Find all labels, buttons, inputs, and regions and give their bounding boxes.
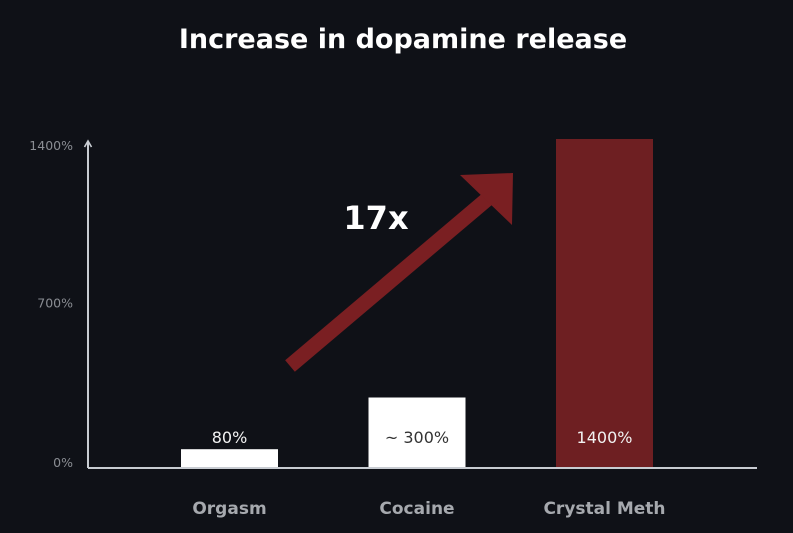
data-label: 80% [212, 428, 248, 447]
category-label: Cocaine [379, 499, 454, 519]
category-label: Crystal Meth [543, 499, 665, 519]
bar-orgasm [181, 449, 278, 468]
trend-arrow-icon [285, 173, 513, 372]
y-tick-label: 0% [53, 455, 73, 470]
bar-crystal-meth [556, 139, 653, 468]
bar-cocaine [368, 397, 466, 468]
category-label: Orgasm [192, 499, 266, 519]
y-tick-label: 1400% [29, 138, 73, 153]
data-label: ~ 300% [385, 428, 449, 447]
data-label: 1400% [577, 428, 633, 447]
chart-title: Increase in dopamine release [179, 24, 627, 55]
annotation-17x: 17x [343, 199, 409, 237]
y-tick-label: 700% [37, 296, 73, 311]
y-axis-arrow-icon [83, 139, 93, 148]
